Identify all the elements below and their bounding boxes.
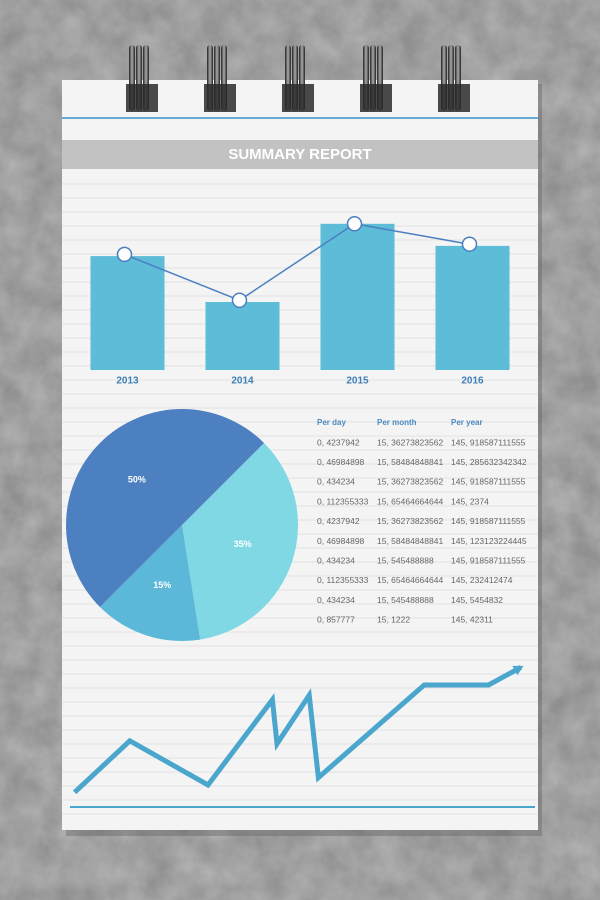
bar — [435, 245, 510, 370]
trend-line — [124, 223, 470, 302]
table-cell: 145, 42311 — [451, 615, 493, 625]
trend-point — [346, 216, 363, 232]
table-cell: 145, 123123224445 — [451, 536, 527, 546]
rings — [126, 45, 470, 112]
table-cell: 0, 112355333 — [317, 496, 369, 506]
pie-slice — [99, 525, 201, 641]
table-cell: 15, 36273823562 — [377, 477, 443, 487]
table-cell: 0, 4237942 — [317, 437, 360, 447]
table-cell: 145, 918587111555 — [451, 477, 526, 487]
table-cell: 145, 232412474 — [451, 575, 513, 585]
bar — [90, 256, 165, 370]
table-cell: 15, 65464664644 — [377, 575, 443, 585]
trend-point — [116, 246, 133, 263]
table-cell: 145, 918587111555 — [451, 516, 526, 526]
growth-line — [72, 665, 523, 795]
ring-base — [360, 84, 392, 112]
bar — [320, 223, 395, 370]
arrow-head — [512, 665, 524, 676]
trend-point — [461, 236, 478, 252]
table-cell: 15, 58484848841 — [377, 457, 443, 467]
table-header: Per month — [377, 418, 417, 427]
table-cell: 15, 545488888 — [377, 555, 434, 565]
pie-label: 15% — [153, 580, 171, 590]
table-cell: 145, 285632342342 — [451, 457, 527, 467]
table-cell: 15, 58484848841 — [377, 536, 443, 546]
table-cell: 0, 434234 — [317, 477, 355, 487]
bar — [205, 302, 280, 370]
x-tick-label: 2013 — [116, 376, 139, 387]
table-cell: 0, 4237942 — [317, 516, 360, 526]
x-tick-label: 2014 — [231, 376, 254, 387]
pie-label: 50% — [128, 474, 146, 484]
table-header: Per year — [451, 418, 483, 427]
charts: 2013 2014 2015 2016 35% 15% 50% Per day Per mont… — [66, 216, 527, 795]
trend-point — [231, 292, 248, 309]
x-tick-label: 2016 — [461, 376, 484, 387]
pie-label: 35% — [234, 539, 252, 549]
table-cell: 0, 46984898 — [317, 457, 365, 467]
table-cell: 15, 65464664644 — [377, 496, 443, 506]
ring-base — [282, 84, 314, 112]
table-cell: 0, 46984898 — [317, 536, 365, 546]
table-cell: 15, 1222 — [377, 615, 410, 625]
table-cell: 145, 5454832 — [451, 595, 503, 605]
table-cell: 145, 918587111555 — [451, 437, 526, 447]
pie-slice — [182, 442, 298, 640]
table-cell: 15, 36273823562 — [377, 437, 443, 447]
x-tick-label: 2015 — [346, 376, 369, 387]
table-cell: 0, 857777 — [317, 615, 355, 625]
table-header: Per day — [317, 418, 346, 427]
ring-base — [438, 84, 470, 112]
table-cell: 0, 112355333 — [317, 575, 369, 585]
table-cell: 0, 434234 — [317, 595, 355, 605]
table-cell: 15, 36273823562 — [377, 516, 443, 526]
table-cell: 15, 545488888 — [377, 595, 434, 605]
table-cell: 145, 2374 — [451, 496, 489, 506]
pie-slice — [66, 409, 265, 608]
ring-base — [126, 84, 158, 112]
ring-base — [204, 84, 236, 112]
title-band — [62, 140, 538, 169]
table-cell: 0, 434234 — [317, 555, 355, 565]
table-cell: 145, 918587111555 — [451, 555, 526, 565]
report-title: SUMMARY REPORT — [228, 146, 371, 163]
